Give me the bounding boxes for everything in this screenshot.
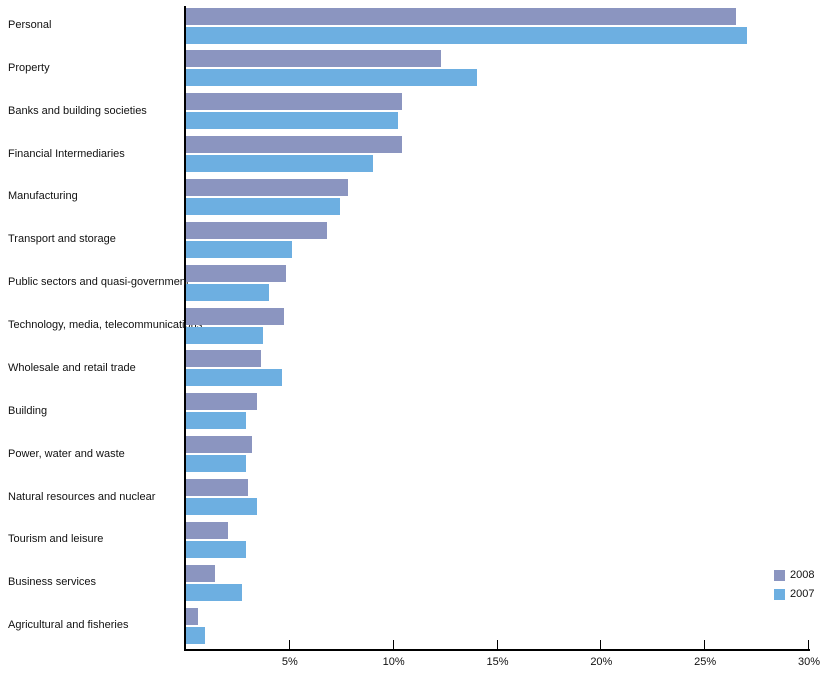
legend-item-2008: 2008: [774, 569, 814, 581]
y-axis-line: [184, 6, 186, 651]
bar-2007: [186, 112, 398, 130]
legend-label-2008: 2008: [790, 569, 815, 581]
bar-2008: [186, 350, 261, 368]
bar-2008: [186, 221, 328, 239]
bar-2007: [186, 369, 282, 387]
category-label: Wholesale and retail trade: [8, 361, 136, 374]
bar-2008: [186, 264, 286, 282]
bar-2007: [186, 498, 257, 516]
category-label: Public sectors and quasi-government: [8, 276, 189, 289]
legend-label-2007: 2007: [790, 588, 815, 600]
legend-swatch-2008: [774, 569, 785, 581]
bar-2008: [186, 436, 253, 454]
bar-2007: [186, 412, 247, 430]
bar-2007: [186, 455, 247, 473]
bar-2007: [186, 583, 243, 601]
x-axis-tick: [600, 640, 602, 649]
bar-2008: [186, 521, 228, 539]
category-label: Banks and building societies: [8, 104, 147, 117]
bar-2007: [186, 69, 477, 87]
category-label: Financial Intermediaries: [8, 147, 125, 160]
bar-2007: [186, 626, 205, 644]
bar-2008: [186, 479, 249, 497]
x-axis-tick-label: 5%: [281, 656, 298, 668]
bar-2008: [186, 564, 216, 582]
x-axis-tick: [808, 640, 809, 649]
category-label: Natural resources and nuclear: [8, 490, 156, 503]
category-label: Transport and storage: [8, 233, 116, 246]
category-label: Building: [8, 404, 48, 417]
legend: 2008 2007: [774, 569, 814, 607]
bar-2007: [186, 540, 247, 558]
x-axis-tick-label: 10%: [382, 656, 405, 668]
bar-2007: [186, 197, 340, 215]
category-label: Agricultural and fisheries: [8, 619, 129, 632]
x-axis-tick: [496, 640, 498, 649]
category-label: Business services: [8, 576, 97, 589]
bar-2007: [186, 283, 270, 301]
bar-2007: [186, 240, 292, 258]
category-label: Power, water and waste: [8, 447, 125, 460]
bar-2008: [186, 393, 257, 411]
bar-2008: [186, 50, 442, 68]
category-label: Manufacturing: [8, 190, 78, 203]
bar-2007: [186, 26, 747, 44]
bar-2008: [186, 136, 402, 154]
category-label: Property: [8, 61, 50, 74]
category-label: Tourism and leisure: [8, 533, 104, 546]
bar-2008: [186, 178, 348, 196]
category-label: Personal: [8, 19, 52, 31]
x-axis-tick-label: 15%: [486, 656, 509, 668]
x-axis-tick-label: 20%: [590, 656, 613, 668]
legend-item-2007: 2007: [774, 588, 814, 600]
legend-swatch-2007: [774, 588, 785, 600]
bar-2008: [186, 607, 199, 625]
x-axis-tick: [288, 640, 290, 649]
x-axis-tick-label: 25%: [694, 656, 717, 668]
bar-2008: [186, 307, 284, 325]
x-axis-tick: [704, 640, 706, 649]
bar-2008: [186, 93, 402, 111]
bar-2007: [186, 155, 373, 173]
x-axis-tick-label: 30%: [797, 656, 821, 668]
x-axis-line: [184, 649, 810, 651]
x-axis-tick: [392, 640, 394, 649]
category-label: Technology, media, telecommunications: [8, 319, 203, 332]
bar-2007: [186, 326, 263, 344]
bar-2008: [186, 7, 737, 25]
